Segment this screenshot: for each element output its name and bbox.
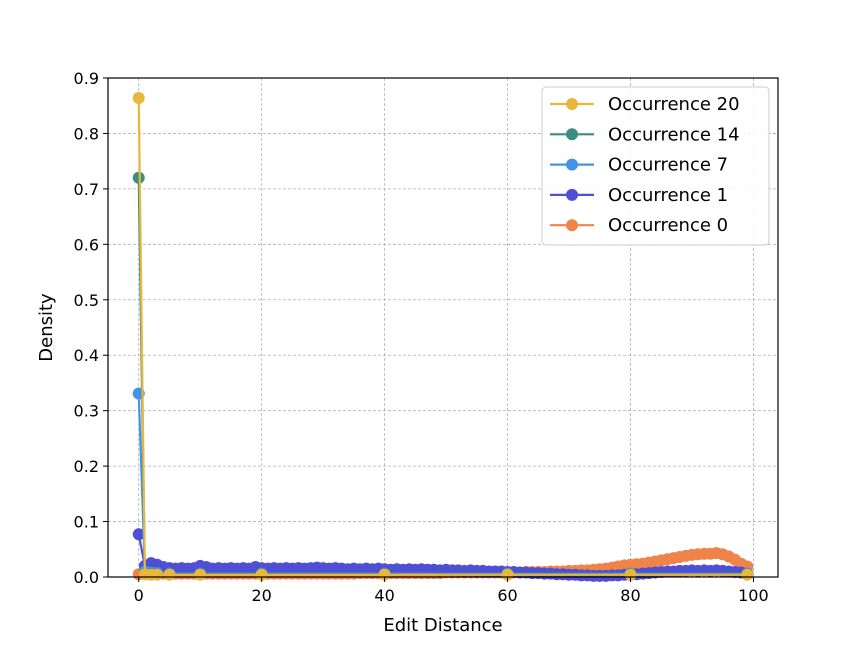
data-point — [194, 568, 207, 581]
legend-item: Occurrence 0 — [550, 215, 728, 236]
y-tick-label: 0.7 — [74, 180, 99, 199]
series-2 — [132, 387, 754, 580]
legend-item: Occurrence 7 — [550, 155, 728, 176]
y-tick-label: 0.1 — [74, 513, 99, 532]
y-tick-label: 0.2 — [74, 457, 99, 476]
legend-marker — [566, 188, 578, 201]
data-point — [501, 568, 514, 581]
data-point — [378, 568, 391, 581]
data-point — [255, 568, 268, 581]
legend: Occurrence 20 Occurrence 14 Occurrence 7 Oc… — [541, 86, 770, 246]
x-tick-label: 20 — [251, 586, 271, 605]
x-tick-label: 60 — [497, 586, 517, 605]
plot-frame — [107, 77, 779, 578]
data-point — [132, 528, 145, 541]
series-line — [137, 393, 748, 575]
y-tick-label: 0.3 — [74, 402, 99, 421]
y-tick-label: 0.4 — [74, 346, 99, 365]
y-tick-label: 0.5 — [74, 291, 99, 310]
data-point — [132, 91, 145, 104]
data-point — [624, 568, 637, 581]
legend-marker — [566, 98, 578, 110]
legend-item: Occurrence 20 — [550, 94, 740, 115]
legend-box — [541, 86, 770, 246]
x-tick-label: 100 — [738, 586, 769, 605]
legend-label: Occurrence 1 — [608, 185, 728, 206]
legend-label: Occurrence 0 — [608, 215, 728, 236]
legend-label: Occurrence 7 — [608, 155, 728, 176]
x-tick-label: 80 — [620, 586, 640, 605]
data-point — [163, 568, 176, 581]
x-axis-label: Edit Distance — [383, 615, 502, 636]
y-tick-label: 0.8 — [74, 124, 99, 143]
legend-label: Occurrence 20 — [608, 94, 740, 115]
data-point — [741, 568, 754, 581]
axes-ticks: 0 20 40 60 80 100 0.0 0.1 0.2 0.3 0.4 0.5 0.6 0.7 0.8 0… — [74, 69, 769, 605]
legend-marker — [566, 219, 578, 232]
y-tick-label: 0.0 — [74, 568, 99, 587]
legend-item: Occurrence 14 — [550, 124, 740, 145]
x-tick-label: 0 — [134, 586, 144, 605]
x-tick-label: 40 — [374, 586, 394, 605]
legend-label: Occurrence 14 — [608, 124, 740, 145]
legend-item: Occurrence 1 — [550, 185, 728, 206]
legend-marker — [566, 158, 578, 171]
y-axis-label: Density — [36, 293, 57, 362]
y-tick-label: 0.9 — [74, 69, 99, 88]
y-tick-label: 0.6 — [74, 235, 99, 254]
legend-marker — [566, 128, 578, 141]
data-point — [151, 568, 164, 581]
